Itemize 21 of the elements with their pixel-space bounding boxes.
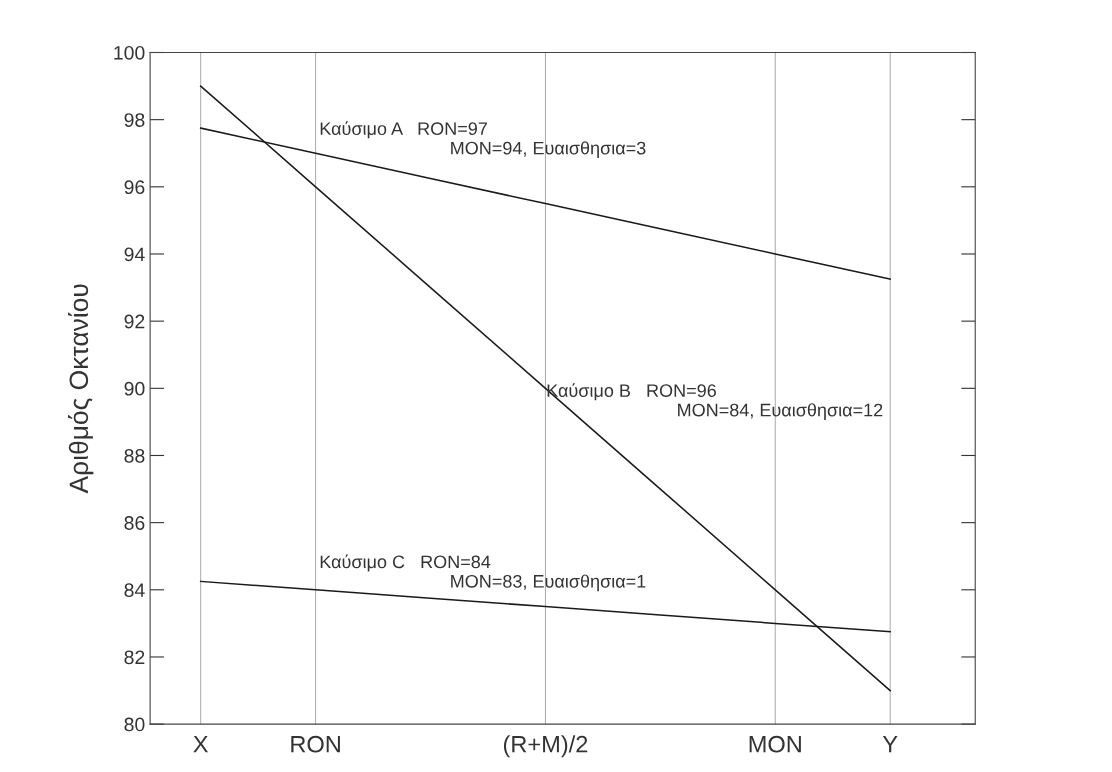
x-tick-label: Y	[882, 736, 898, 753]
x-tick-label: RON	[291, 735, 340, 753]
y-tick-label: 80	[124, 717, 145, 732]
y-tick-label: 100	[114, 45, 145, 60]
y-tick-label: 96	[124, 180, 145, 195]
y-tick-label: 94	[124, 247, 145, 262]
x-tick-label: X	[193, 736, 209, 753]
y-tick-label: 92	[124, 314, 145, 329]
y-tick-label: 90	[124, 381, 145, 396]
y-tick-label: 98	[124, 113, 145, 127]
y-tick-label: 84	[124, 583, 145, 598]
y-axis-title: Αριθμός Οκτανίου	[68, 284, 94, 494]
annotation: Καύσιμο C RON=84 MON=83, Ευαισθησια=1	[320, 554, 646, 592]
line-series	[199, 85, 891, 692]
annotation: Καύσιμο A RON=97 MON=94, Ευαισθησια=3	[320, 121, 646, 159]
y-tick-label: 82	[124, 650, 145, 665]
annotation: Καύσιμο B RON=96 MON=84, Ευαισθησια=12	[547, 383, 883, 420]
y-tick-label: 88	[124, 448, 145, 463]
y-tick-label: 86	[124, 516, 145, 530]
x-tick-label: (R+M)/2	[503, 735, 588, 758]
x-tick-label: MON	[749, 735, 801, 753]
